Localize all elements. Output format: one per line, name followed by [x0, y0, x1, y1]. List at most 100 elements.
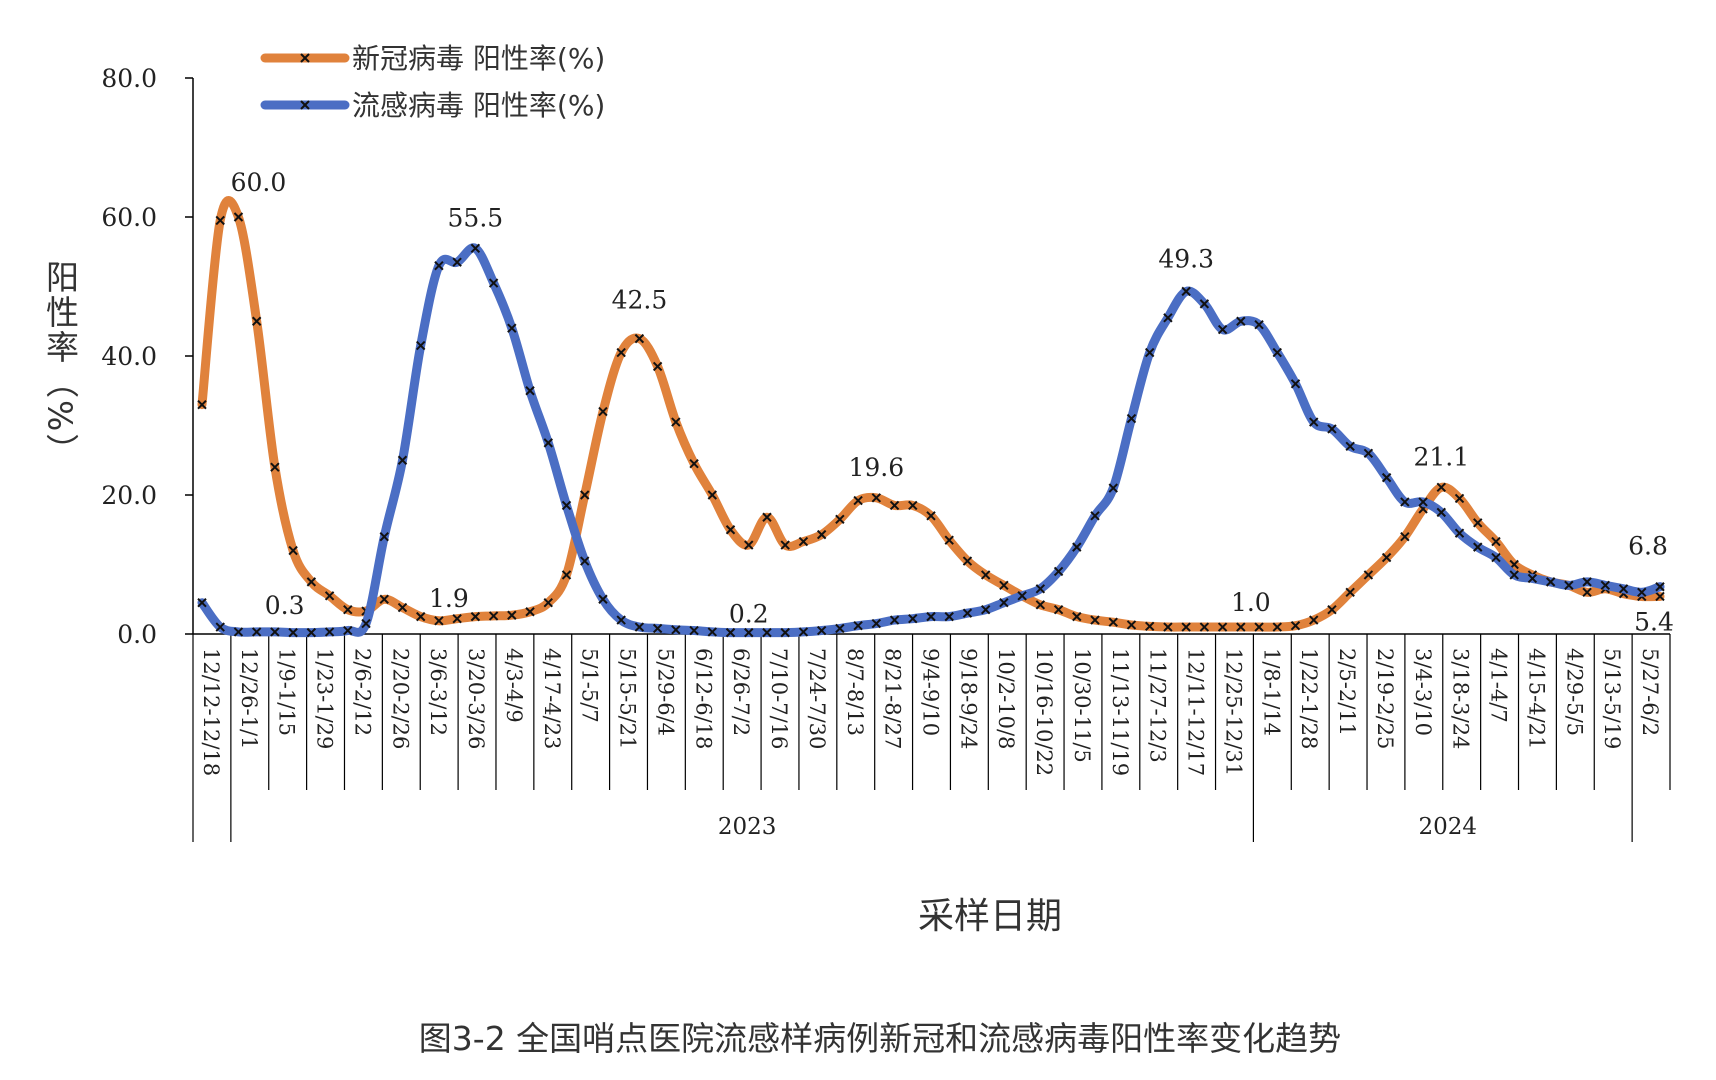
data-point — [762, 627, 772, 638]
data-point — [197, 598, 207, 608]
series-line — [197, 243, 1665, 638]
x-tick-label: 7/24-7/30 — [805, 648, 829, 749]
data-point — [871, 618, 882, 629]
data-point — [1345, 587, 1355, 598]
data-point — [251, 627, 262, 637]
data-label: 19.6 — [848, 453, 904, 482]
y-tick-label: 0.0 — [117, 620, 157, 649]
x-tick-label: 11/27-12/3 — [1146, 648, 1170, 763]
data-point — [1290, 379, 1301, 389]
data-point — [1254, 320, 1264, 330]
data-point — [671, 625, 681, 635]
data-point — [598, 594, 608, 604]
data-point — [1108, 617, 1118, 627]
data-point — [288, 627, 298, 638]
data-point — [652, 361, 663, 372]
data-point — [962, 556, 973, 566]
data-label: 1.0 — [1231, 588, 1271, 617]
x-tick-label: 8/21-8/27 — [881, 648, 905, 749]
x-axis-title: 采样日期 — [918, 896, 1062, 937]
x-tick-label: 6/26-7/2 — [729, 648, 753, 736]
x-tick-label: 5/15-5/21 — [616, 648, 640, 749]
legend-label: 新冠病毒 阳性率(%) — [352, 42, 605, 75]
data-point — [1545, 577, 1556, 587]
data-point — [543, 598, 553, 608]
data-point — [1272, 347, 1282, 358]
data-point — [1090, 615, 1100, 625]
x-tick-label: 1/8-1/14 — [1259, 648, 1283, 736]
data-point — [1053, 566, 1064, 577]
data-point — [1126, 413, 1137, 424]
x-tick-label: 12/11-12/17 — [1184, 648, 1208, 776]
x-tick-label: 4/3-4/9 — [502, 648, 526, 723]
data-label: 1.9 — [429, 584, 469, 613]
x-tick-label: 5/1-5/7 — [578, 648, 602, 723]
y-tick-label: 60.0 — [101, 203, 157, 232]
x-tick-label: 5/27-6/2 — [1638, 648, 1662, 736]
data-label: 0.3 — [265, 591, 305, 620]
x-tick-label: 1/9-1/15 — [275, 648, 299, 736]
data-point — [1363, 570, 1374, 580]
data-point — [1236, 622, 1246, 632]
data-point — [488, 611, 499, 621]
data-point — [1290, 620, 1301, 631]
data-point — [816, 529, 827, 540]
legend-label: 流感病毒 阳性率(%) — [352, 89, 605, 122]
data-point — [634, 622, 645, 632]
x-tick-label: 10/2-10/8 — [994, 648, 1018, 749]
data-point — [1582, 587, 1592, 598]
data-point — [725, 627, 736, 638]
data-point — [1072, 611, 1082, 622]
data-point — [1108, 483, 1118, 493]
data-point — [944, 611, 954, 622]
data-point — [270, 627, 280, 637]
data-point — [798, 627, 809, 637]
data-point — [306, 627, 317, 638]
data-point — [580, 490, 590, 500]
data-point — [1072, 542, 1082, 552]
y-tick-label: 80.0 — [101, 64, 157, 93]
y-tick-label: 20.0 — [101, 481, 157, 510]
data-point — [1181, 286, 1191, 297]
data-point — [744, 627, 754, 638]
x-tick-label: 4/17-4/23 — [540, 648, 564, 749]
data-point — [561, 500, 572, 511]
data-point — [1217, 324, 1228, 335]
data-point — [1418, 497, 1428, 507]
data-point — [707, 490, 718, 500]
data-point — [689, 625, 699, 636]
data-point — [561, 570, 572, 580]
series-0 — [197, 196, 1665, 632]
x-tick-label: 11/13-11/19 — [1108, 648, 1132, 776]
data-point — [999, 580, 1009, 591]
data-point — [343, 625, 353, 636]
data-point — [616, 615, 626, 625]
data-point — [1163, 313, 1173, 323]
data-point — [1254, 622, 1264, 632]
data-point — [251, 316, 262, 326]
data-point — [1199, 622, 1210, 632]
data-point — [1327, 604, 1337, 615]
data-point — [816, 625, 827, 636]
x-tick-label: 10/30-11/5 — [1070, 648, 1094, 763]
data-point — [780, 627, 790, 638]
x-tick-label: 12/25-12/31 — [1221, 648, 1245, 776]
data-point — [980, 570, 991, 580]
x-tick-label: 12/26-1/1 — [237, 648, 261, 749]
data-point — [1363, 448, 1374, 459]
data-point — [598, 406, 608, 417]
x-tick-label: 4/29-5/5 — [1562, 648, 1586, 736]
annotation-layer: 60.0 55.5 42.5 19.6 49.3 21.1 0.3 1.9 0.2 1.0 6.8 5… — [231, 168, 1674, 636]
data-point — [1491, 536, 1501, 547]
x-tick-label: 8/7-8/13 — [843, 648, 867, 736]
data-point — [452, 614, 462, 624]
x-tick-label: 1/22-1/28 — [1297, 648, 1321, 749]
data-point — [671, 417, 681, 427]
data-point — [1345, 441, 1355, 452]
x-tick-label: 2/6-2/12 — [350, 648, 374, 736]
data-point — [1454, 528, 1465, 538]
data-label: 5.4 — [1634, 607, 1674, 636]
data-point — [434, 616, 444, 626]
data-point — [507, 323, 517, 333]
